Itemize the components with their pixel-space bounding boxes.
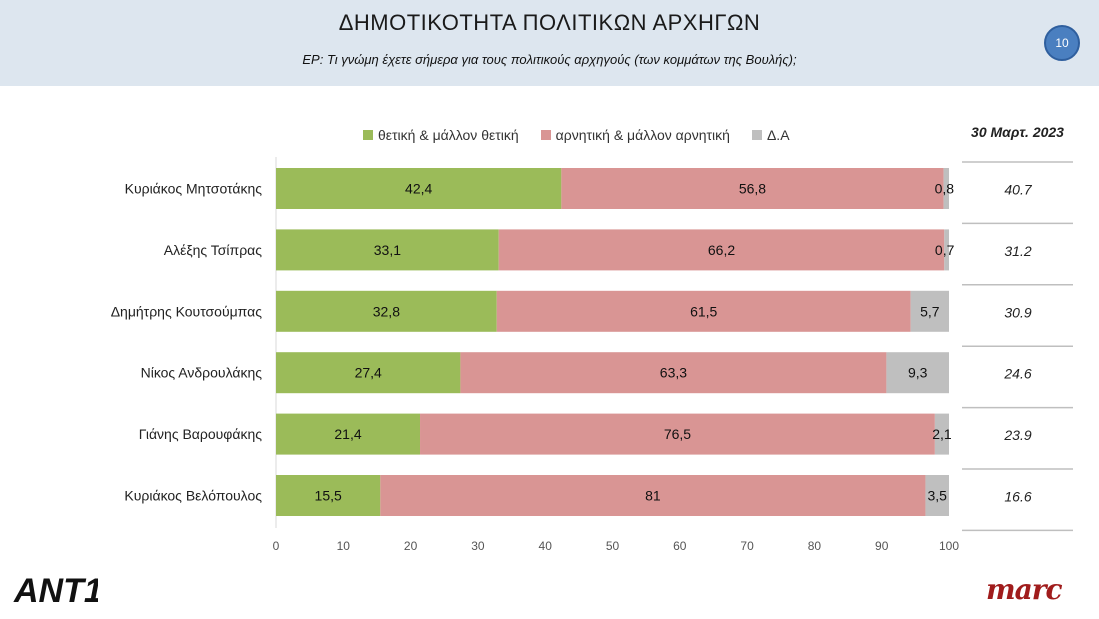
x-tick-label: 100	[939, 539, 959, 553]
header-band: ΔΗΜΟΤΙΚΟΤΗΤΑ ΠΟΛΙΤΙΚΩΝ ΑΡΧΗΓΩΝ ΕΡ: Τι γν…	[0, 0, 1099, 86]
legend-label-positive: θετική & μάλλον θετική	[378, 127, 519, 143]
x-tick-label: 80	[808, 539, 822, 553]
bar-segment	[276, 229, 499, 271]
data-label: 76,5	[664, 426, 691, 442]
bar-segment	[276, 413, 421, 455]
bar-segment	[460, 352, 887, 394]
comparison-value: 31.2	[1004, 243, 1031, 259]
data-label: 0,7	[935, 242, 955, 258]
page-number-badge: 10	[1044, 25, 1080, 61]
comparison-value: 16.6	[1004, 489, 1031, 505]
category-label: Κυριάκος Μητσοτάκης	[125, 181, 263, 197]
data-label: 33,1	[374, 242, 401, 258]
data-label: 27,4	[355, 365, 382, 381]
bar-segment	[943, 168, 949, 209]
bar-segment	[276, 168, 562, 209]
bar-segment	[380, 475, 926, 516]
bar-segment	[910, 290, 949, 332]
x-tick-label: 90	[875, 539, 889, 553]
category-label: Νίκος Ανδρουλάκης	[141, 365, 263, 381]
comparison-value: 24.6	[1003, 366, 1031, 382]
ant1-logo: ANT1	[13, 572, 98, 608]
bar-segment	[934, 413, 949, 455]
data-label: 61,5	[690, 303, 717, 319]
data-label: 5,7	[920, 303, 940, 319]
legend-swatch-positive	[363, 130, 373, 140]
marc-logo: marc	[986, 573, 1063, 606]
data-label: 66,2	[708, 242, 735, 258]
data-label: 21,4	[334, 426, 361, 442]
question-subtitle: ΕΡ: Τι γνώμη έχετε σήμερα για τους πολιτ…	[302, 52, 797, 67]
data-label: 81	[645, 488, 661, 504]
chart-legend: θετική & μάλλον θετική αρνητική & μάλλον…	[363, 125, 812, 145]
bar-segment	[944, 229, 949, 271]
data-label: 63,3	[660, 365, 687, 381]
legend-label-dk: Δ.Α	[766, 127, 790, 143]
comparison-value: 23.9	[1003, 427, 1031, 443]
page-title: ΔΗΜΟΤΙΚΟΤΗΤΑ ΠΟΛΙΤΙΚΩΝ ΑΡΧΗΓΩΝ	[338, 10, 761, 35]
comparison-value: 40.7	[1004, 182, 1032, 198]
legend-item-negative: αρνητική & μάλλον αρνητική	[540, 127, 730, 143]
comparison-column-header: 30 Μαρτ. 2023	[971, 124, 1064, 140]
category-label: Κυριάκος Βελόπουλος	[124, 488, 262, 504]
bar-segment	[925, 475, 949, 516]
x-tick-label: 40	[539, 539, 553, 553]
x-tick-label: 10	[337, 539, 351, 553]
legend-item-dk: Δ.Α	[751, 127, 790, 143]
ant1-logo-text: ANT1	[13, 572, 98, 608]
comparison-value: 30.9	[1004, 304, 1031, 320]
data-label: 3,5	[927, 488, 947, 504]
x-tick-label: 70	[740, 539, 754, 553]
data-label: 15,5	[315, 488, 342, 504]
data-label: 42,4	[405, 181, 432, 197]
x-tick-label: 20	[404, 539, 418, 553]
category-label: Γιάνης Βαρουφάκης	[139, 426, 263, 442]
x-tick-label: 0	[273, 539, 280, 553]
bar-segment	[276, 352, 461, 394]
data-label: 0,8	[935, 181, 955, 197]
legend-swatch-negative	[540, 130, 551, 140]
data-label: 32,8	[373, 303, 400, 319]
bar-segment	[276, 290, 497, 332]
x-tick-label: 30	[471, 539, 485, 553]
bar-segment	[420, 413, 935, 455]
category-label: Αλέξης Τσίπρας	[164, 242, 262, 258]
x-tick-label: 50	[606, 539, 620, 553]
category-label: Δημήτρης Κουτσούμπας	[111, 303, 263, 319]
legend-label-negative: αρνητική & μάλλον αρνητική	[555, 127, 730, 143]
legend-swatch-dk	[751, 130, 762, 140]
data-label: 2,1	[932, 426, 952, 442]
data-label: 9,3	[908, 365, 928, 381]
bar-segment	[498, 229, 945, 271]
data-label: 56,8	[739, 181, 766, 197]
x-tick-label: 60	[673, 539, 687, 553]
bar-segment	[276, 475, 381, 516]
bar-segment	[561, 168, 944, 209]
bar-segment	[886, 352, 949, 394]
legend-item-positive: θετική & μάλλον θετική	[363, 127, 519, 143]
bar-segment	[496, 290, 911, 332]
